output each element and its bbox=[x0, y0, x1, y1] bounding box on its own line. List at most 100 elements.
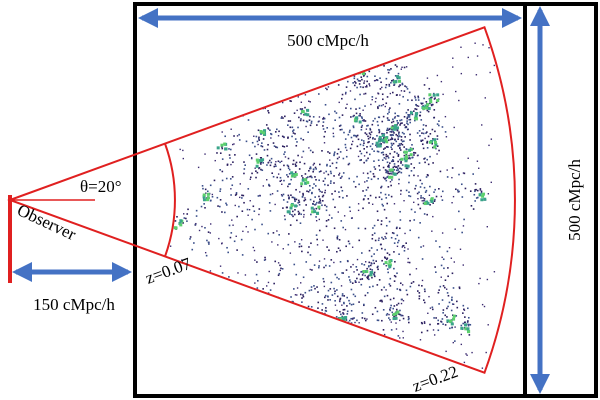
web-dot bbox=[419, 350, 422, 353]
web-dot bbox=[251, 218, 253, 221]
web-dot bbox=[335, 316, 338, 318]
web-dot bbox=[386, 40, 389, 43]
web-dot bbox=[365, 189, 368, 191]
web-dot bbox=[443, 27, 445, 28]
web-dot bbox=[310, 120, 313, 123]
web-dot bbox=[395, 227, 398, 230]
web-dot bbox=[168, 280, 171, 283]
web-dot bbox=[294, 294, 297, 296]
web-dot bbox=[225, 204, 228, 206]
web-dot bbox=[399, 210, 401, 213]
web-dot bbox=[397, 122, 400, 124]
web-dot bbox=[342, 312, 344, 314]
web-dot bbox=[293, 213, 296, 216]
web-dot bbox=[234, 302, 237, 305]
web-dot bbox=[363, 148, 365, 150]
web-dot bbox=[384, 40, 388, 44]
web-dot bbox=[397, 169, 400, 171]
web-dot bbox=[335, 320, 338, 323]
web-dot bbox=[460, 72, 463, 75]
web-dot bbox=[281, 76, 284, 79]
web-dot bbox=[458, 99, 460, 102]
web-dot bbox=[383, 44, 386, 47]
web-dot bbox=[472, 27, 475, 28]
web-dot bbox=[376, 145, 378, 148]
web-dot bbox=[240, 296, 244, 300]
web-dot bbox=[310, 320, 312, 322]
web-dot bbox=[390, 304, 392, 307]
web-dot bbox=[333, 292, 336, 295]
web-dot bbox=[469, 190, 472, 192]
web-dot bbox=[323, 324, 326, 327]
web-dot bbox=[321, 61, 324, 63]
web-dot bbox=[180, 276, 182, 278]
web-dot bbox=[327, 299, 329, 301]
web-dot bbox=[356, 86, 358, 89]
web-dot bbox=[402, 317, 405, 320]
web-dot bbox=[358, 107, 361, 110]
web-dot bbox=[322, 277, 325, 280]
web-dot bbox=[416, 290, 419, 292]
web-dot bbox=[379, 77, 381, 80]
web-dot bbox=[302, 150, 305, 153]
web-dot bbox=[388, 111, 390, 113]
web-dot bbox=[400, 314, 403, 317]
web-dot bbox=[244, 332, 247, 335]
web-dot bbox=[220, 143, 224, 147]
web-dot bbox=[209, 232, 212, 234]
web-dot bbox=[371, 123, 374, 126]
web-dot bbox=[267, 161, 270, 164]
web-dot bbox=[360, 159, 362, 161]
web-dot bbox=[216, 300, 218, 303]
web-dot bbox=[431, 142, 433, 145]
web-dot bbox=[376, 210, 379, 213]
web-dot bbox=[360, 126, 363, 128]
web-dot bbox=[192, 79, 195, 81]
web-dot bbox=[228, 288, 231, 291]
web-dot bbox=[334, 190, 336, 193]
web-dot bbox=[401, 122, 403, 124]
web-dot bbox=[308, 329, 312, 333]
web-dot bbox=[298, 212, 301, 214]
web-dot bbox=[331, 217, 333, 219]
web-dot bbox=[267, 143, 269, 146]
web-dot bbox=[385, 197, 388, 199]
web-dot bbox=[301, 110, 305, 114]
web-dot bbox=[362, 365, 365, 367]
web-dot bbox=[255, 170, 257, 172]
web-dot bbox=[317, 327, 319, 329]
web-dot bbox=[264, 256, 266, 259]
web-dot bbox=[326, 163, 328, 166]
web-dot bbox=[363, 303, 365, 306]
web-dot bbox=[446, 316, 448, 318]
web-dot bbox=[389, 309, 391, 312]
web-dot bbox=[421, 322, 423, 325]
web-dot bbox=[298, 308, 301, 310]
web-dot bbox=[463, 309, 466, 311]
web-dot bbox=[345, 107, 347, 109]
web-dot bbox=[221, 330, 225, 334]
web-dot bbox=[319, 324, 321, 327]
web-dot bbox=[406, 116, 409, 119]
web-dot bbox=[396, 226, 398, 229]
web-dot bbox=[333, 182, 335, 184]
web-dot bbox=[307, 69, 309, 71]
web-dot bbox=[369, 127, 371, 130]
web-dot bbox=[405, 189, 408, 192]
web-dot bbox=[289, 206, 293, 210]
web-dot bbox=[364, 194, 366, 197]
web-dot bbox=[297, 96, 299, 98]
web-dot bbox=[274, 131, 277, 133]
web-dot bbox=[198, 229, 201, 232]
web-dot bbox=[287, 185, 289, 188]
web-dot bbox=[297, 210, 300, 213]
web-dot bbox=[238, 366, 241, 368]
web-dot bbox=[379, 46, 382, 49]
web-dot bbox=[367, 177, 370, 179]
web-dot bbox=[397, 144, 400, 147]
web-dot bbox=[269, 210, 272, 212]
web-dot bbox=[373, 271, 376, 274]
web-dot bbox=[266, 298, 268, 301]
web-dot bbox=[235, 235, 237, 237]
